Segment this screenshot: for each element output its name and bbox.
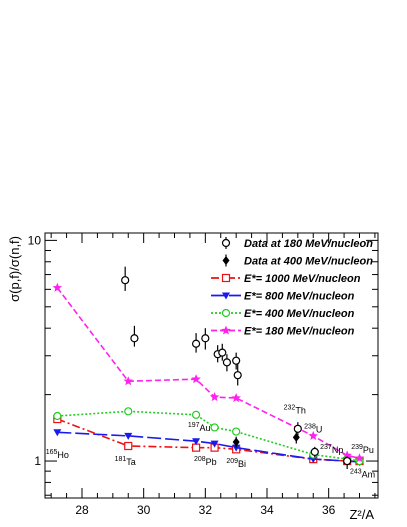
y-tick-label: 10	[28, 233, 42, 247]
legend-entry: E*= 800 MeV/nucleon	[211, 291, 355, 303]
legend-entry: E*= 180 MeV/nucleon	[211, 325, 355, 338]
axis-ticks: 28 30 32 34 36 1 10	[28, 233, 378, 517]
data-point	[222, 358, 232, 367]
x-tick-label: 34	[260, 503, 274, 517]
data-point	[130, 334, 139, 343]
legend-entry: Data at 180 MeV/nucleon	[221, 237, 373, 250]
series-line	[57, 418, 360, 462]
legend-label: E*= 1000 MeV/nucleon	[244, 273, 361, 285]
x-tick-label: 28	[75, 503, 89, 517]
data-point	[201, 334, 210, 343]
series-point	[124, 432, 133, 440]
series-point	[192, 438, 201, 446]
series-point	[53, 411, 62, 421]
series-point	[124, 407, 133, 416]
legend-label: E*= 800 MeV/nucleon	[244, 291, 355, 303]
data-point	[292, 432, 300, 442]
series-point	[342, 450, 352, 460]
data-set-1	[232, 431, 300, 448]
legend-swatch-marker	[222, 256, 230, 265]
series-point	[191, 374, 201, 384]
legend-swatch-marker	[221, 325, 231, 335]
data-point	[121, 276, 130, 285]
x-tick-label: 32	[199, 503, 213, 517]
nucleus-label: 181Ta	[115, 456, 136, 467]
series-point	[124, 441, 133, 451]
data-point	[233, 371, 242, 380]
legend-label: Data at 180 MeV/nucleon	[244, 238, 373, 250]
plot-frame	[44, 232, 379, 499]
x-tick-label: 36	[322, 503, 336, 517]
series-line	[57, 410, 360, 462]
data-point	[218, 348, 227, 357]
legend-entry: Data at 400 MeV/nucleon	[222, 254, 373, 268]
legend-label: Data at 400 MeV/nucleon	[244, 256, 373, 268]
series-point	[53, 429, 62, 437]
data-point	[232, 437, 240, 447]
x-axis-label: Z²/A	[349, 507, 374, 522]
data-point	[232, 356, 241, 365]
series-point	[231, 393, 241, 403]
measured-data	[121, 266, 352, 470]
legend-swatch-marker	[221, 238, 231, 248]
y-tick-label: 1	[34, 454, 41, 468]
legend-label: E*= 400 MeV/nucleon	[244, 308, 355, 320]
series-point	[52, 282, 63, 292]
nucleus-label: 208Pb	[194, 456, 217, 467]
nucleus-label: 165Ho	[46, 449, 69, 460]
series-point	[209, 392, 220, 402]
series-line	[56, 287, 360, 459]
series-point	[232, 427, 241, 436]
legend-label: E*= 180 MeV/nucleon	[244, 326, 355, 338]
legend-swatch-marker	[222, 292, 230, 300]
legend-entry: E*= 1000 MeV/nucleon	[211, 273, 361, 285]
legend: Data at 180 MeV/nucleon Data at 400 MeV/n…	[211, 237, 373, 338]
data-point	[343, 456, 352, 466]
legend-swatch-marker	[221, 273, 231, 283]
nucleus-label: 232Th	[284, 405, 306, 416]
data-set-0	[121, 266, 352, 470]
data-point	[191, 339, 201, 348]
nucleus-label: 209Bi	[226, 458, 246, 469]
nucleus-label: 237Np	[320, 444, 343, 455]
series-3	[52, 282, 365, 463]
series-point	[210, 423, 219, 432]
series-point	[308, 430, 319, 440]
legend-entry: E*= 400 MeV/nucleon	[211, 308, 355, 320]
x-tick-label: 30	[137, 503, 151, 517]
legend-swatch-marker	[221, 308, 231, 318]
nucleus-label: 238U	[304, 423, 322, 434]
data-point	[310, 447, 319, 457]
data-point	[293, 424, 302, 433]
series-point	[354, 453, 365, 463]
series-point	[123, 376, 134, 386]
nucleus-label: 243Am	[350, 469, 375, 480]
nucleus-annotations: 165Ho 181Ta 197Au 208Pb 209Bi 232Th 238U 237Np 2…	[46, 405, 375, 480]
series-point	[191, 410, 201, 419]
y-axis-label: σ(p,f)/σ(n,f)	[7, 236, 22, 302]
nucleus-label: 239Pu	[351, 444, 374, 455]
series-point	[210, 440, 219, 448]
series-line	[57, 431, 360, 463]
nucleus-label: 197Au	[188, 422, 211, 433]
series-point	[232, 444, 241, 452]
